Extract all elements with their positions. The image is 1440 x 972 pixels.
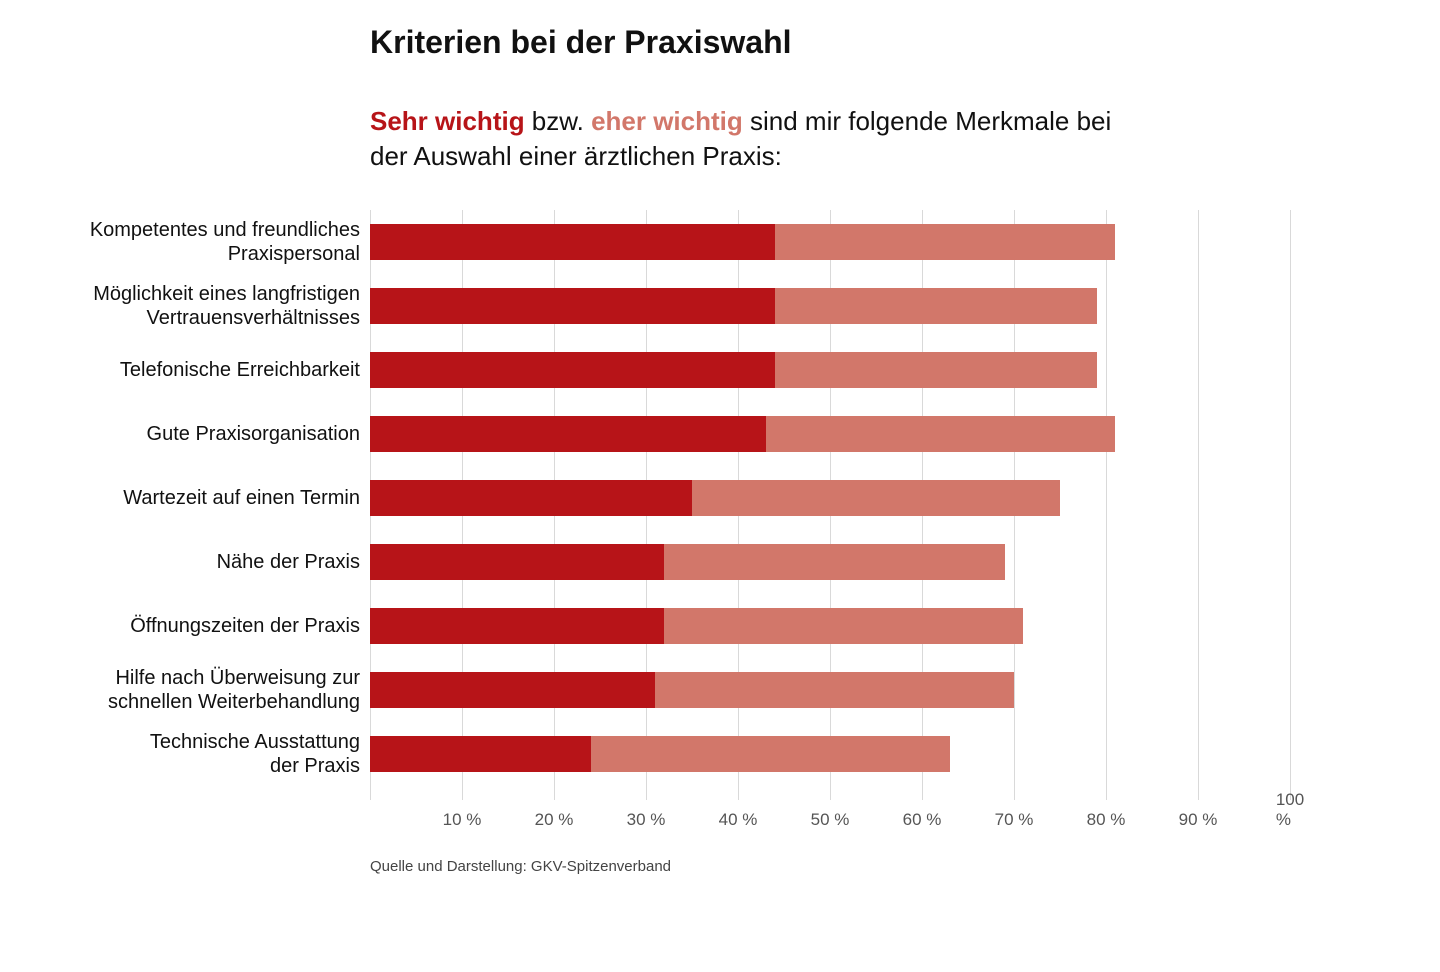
bar-sehr-wichtig bbox=[370, 608, 664, 644]
bar-sehr-wichtig bbox=[370, 672, 655, 708]
bar-eher-wichtig bbox=[775, 352, 1097, 388]
bar-eher-wichtig bbox=[775, 288, 1097, 324]
category-label: Möglichkeit eines langfristigen Vertraue… bbox=[60, 282, 360, 330]
bar-sehr-wichtig bbox=[370, 224, 775, 260]
x-gridline bbox=[1198, 210, 1199, 800]
x-axis-label: 30 % bbox=[627, 810, 666, 830]
category-labels-column: Kompetentes und freundliches Praxisperso… bbox=[60, 210, 360, 800]
source-attribution: Quelle und Darstellung: GKV-Spitzenverba… bbox=[370, 858, 671, 875]
chart-subtitle: Sehr wichtig bzw. eher wichtig sind mir … bbox=[370, 104, 1130, 174]
category-label: Hilfe nach Überweisung zur schnellen Wei… bbox=[60, 666, 360, 714]
page: Kriterien bei der Praxiswahl Sehr wichti… bbox=[0, 0, 1440, 972]
chart-plot-area: 10 %20 %30 %40 %50 %60 %70 %80 %90 %100 … bbox=[370, 210, 1290, 800]
x-axis-label: 60 % bbox=[903, 810, 942, 830]
chart-title: Kriterien bei der Praxiswahl bbox=[370, 24, 792, 61]
subtitle-text-mid: bzw. bbox=[525, 106, 591, 136]
bar-sehr-wichtig bbox=[370, 736, 591, 772]
x-axis-label: 70 % bbox=[995, 810, 1034, 830]
bar-eher-wichtig bbox=[766, 416, 1116, 452]
x-axis-label: 100 % bbox=[1276, 790, 1304, 830]
x-gridline bbox=[1106, 210, 1107, 800]
bar-eher-wichtig bbox=[655, 672, 1014, 708]
category-label: Technische Ausstattung der Praxis bbox=[60, 730, 360, 778]
bar-sehr-wichtig bbox=[370, 480, 692, 516]
bar-sehr-wichtig bbox=[370, 416, 766, 452]
bar-eher-wichtig bbox=[664, 608, 1023, 644]
x-axis-label: 40 % bbox=[719, 810, 758, 830]
x-axis-label: 20 % bbox=[535, 810, 574, 830]
bar-eher-wichtig bbox=[775, 224, 1115, 260]
category-label: Öffnungszeiten der Praxis bbox=[60, 614, 360, 638]
bar-eher-wichtig bbox=[664, 544, 1004, 580]
x-axis-label: 90 % bbox=[1179, 810, 1218, 830]
bar-eher-wichtig bbox=[591, 736, 950, 772]
bar-sehr-wichtig bbox=[370, 544, 664, 580]
x-gridline bbox=[1290, 210, 1291, 800]
legend-eher-wichtig: eher wichtig bbox=[591, 106, 743, 136]
category-label: Telefonische Erreichbarkeit bbox=[60, 358, 360, 382]
category-label: Nähe der Praxis bbox=[60, 550, 360, 574]
x-axis-label: 50 % bbox=[811, 810, 850, 830]
bar-eher-wichtig bbox=[692, 480, 1060, 516]
legend-sehr-wichtig: Sehr wichtig bbox=[370, 106, 525, 136]
category-label: Kompetentes und freundliches Praxisperso… bbox=[60, 218, 360, 266]
bar-sehr-wichtig bbox=[370, 288, 775, 324]
category-label: Wartezeit auf einen Termin bbox=[60, 486, 360, 510]
x-axis-label: 80 % bbox=[1087, 810, 1126, 830]
x-axis-label: 10 % bbox=[443, 810, 482, 830]
bar-sehr-wichtig bbox=[370, 352, 775, 388]
category-label: Gute Praxisorganisation bbox=[60, 422, 360, 446]
